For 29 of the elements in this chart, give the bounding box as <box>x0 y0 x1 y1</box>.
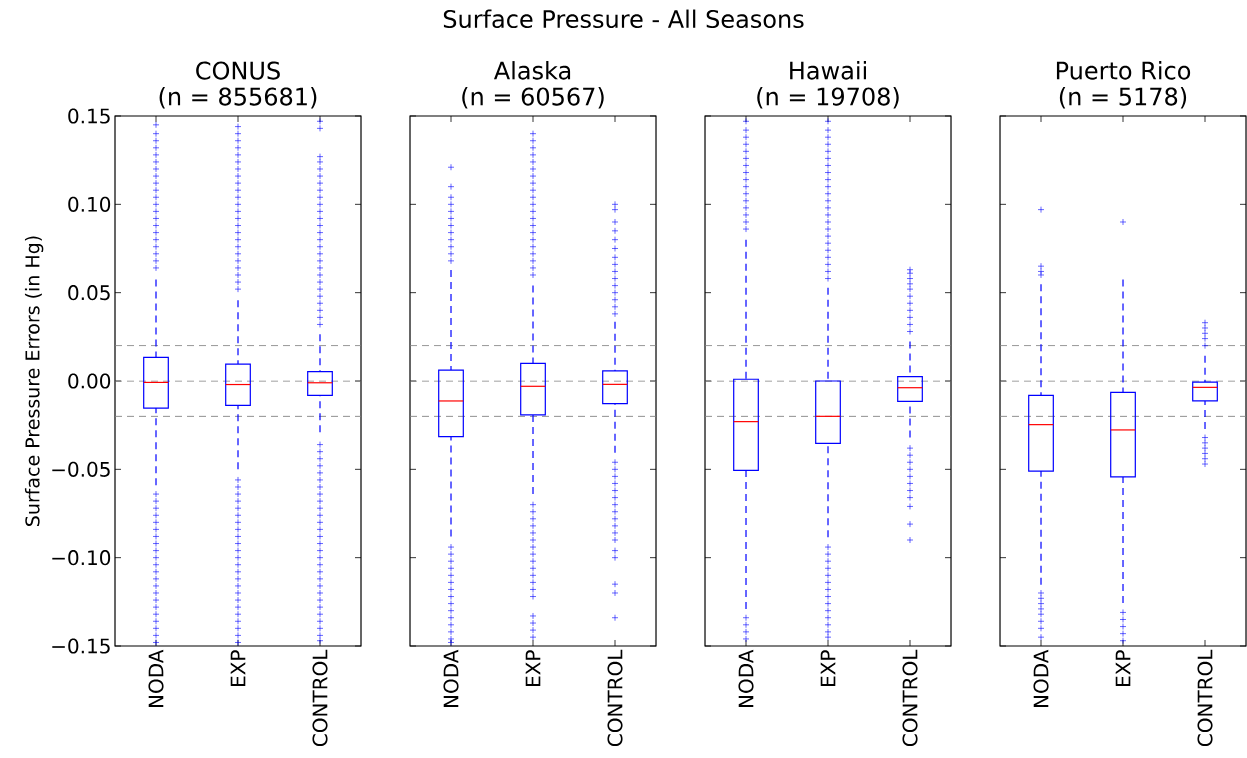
x-tick-label: NODA <box>443 649 459 708</box>
y-tick-label: 0.15 <box>68 108 110 124</box>
x-tick-label: EXP <box>230 650 246 686</box>
x-tick-label: EXP <box>820 650 836 686</box>
y-tick-label: 0.10 <box>68 196 111 212</box>
chart-subtitle: (n = 855681) <box>159 87 317 109</box>
chart-subtitle: (n = 60567) <box>462 87 604 109</box>
y-tick-label: −0.10 <box>52 550 111 566</box>
chart-title: Puerto Rico <box>1056 61 1191 80</box>
x-tick-label: EXP <box>525 650 541 686</box>
y-tick-label: −0.15 <box>52 638 110 654</box>
chart-subtitle: (n = 5178) <box>1059 87 1187 109</box>
x-tick-label: NODA <box>148 649 164 708</box>
chart-title: Alaska <box>493 61 571 80</box>
y-axis-title: Surface Pressure Errors (in Hg) <box>24 236 44 526</box>
y-tick-label: 0.00 <box>68 373 111 389</box>
x-tick-label: CONTROL <box>902 649 918 747</box>
y-tick-label: 0.05 <box>68 285 110 301</box>
x-tick-label: NODA <box>738 649 754 708</box>
x-tick-label: EXP <box>1115 650 1131 686</box>
x-tick-label: CONTROL <box>607 649 623 747</box>
chart-title: Hawaii <box>790 61 866 80</box>
chart-title: CONUS <box>196 61 280 80</box>
chart-subtitle: (n = 19708) <box>757 87 899 109</box>
x-tick-label: CONTROL <box>312 649 328 747</box>
x-tick-label: NODA <box>1033 649 1049 708</box>
y-tick-label: −0.05 <box>52 461 110 477</box>
text: Surface Pressure - All Seasons <box>443 9 804 29</box>
x-tick-label: CONTROL <box>1197 649 1213 747</box>
